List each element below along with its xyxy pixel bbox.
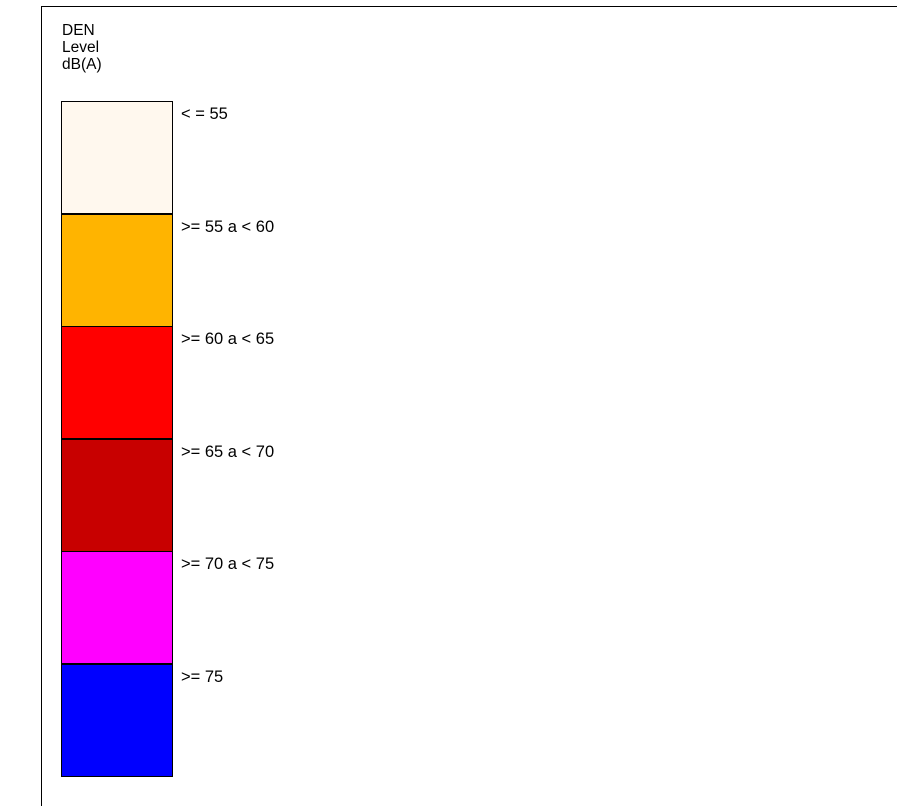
legend-swatch (61, 438, 173, 552)
legend-item: >= 55 a < 60 (61, 213, 461, 327)
map-legend-panel: DEN Level dB(A) < = 55 >= 55 a < 60 >= 6… (41, 6, 897, 806)
legend-swatch (61, 213, 173, 327)
legend-swatch (61, 551, 173, 664)
legend-title: DEN Level dB(A) (62, 22, 162, 73)
legend-item: >= 75 (61, 663, 461, 777)
legend-label: >= 75 (181, 667, 224, 686)
legend-label: >= 55 a < 60 (181, 217, 275, 236)
legend-label: >= 60 a < 65 (181, 330, 275, 348)
legend-swatch (61, 101, 173, 214)
legend-swatch (61, 663, 173, 777)
legend-item: >= 65 a < 70 (61, 438, 461, 552)
legend-title-line: DEN (62, 22, 95, 39)
legend-title-line: dB(A) (62, 56, 102, 73)
legend-title-line: Level (62, 39, 100, 56)
legend-label: >= 70 a < 75 (181, 555, 275, 573)
legend-swatch (61, 326, 173, 439)
legend-label: >= 65 a < 70 (181, 442, 275, 461)
legend-label: < = 55 (181, 105, 228, 123)
legend-item: < = 55 (61, 101, 461, 214)
legend-item: >= 60 a < 65 (61, 326, 461, 439)
legend-item: >= 70 a < 75 (61, 551, 461, 664)
legend-items: < = 55 >= 55 a < 60 >= 60 a < 65 >= 65 a… (61, 101, 461, 777)
